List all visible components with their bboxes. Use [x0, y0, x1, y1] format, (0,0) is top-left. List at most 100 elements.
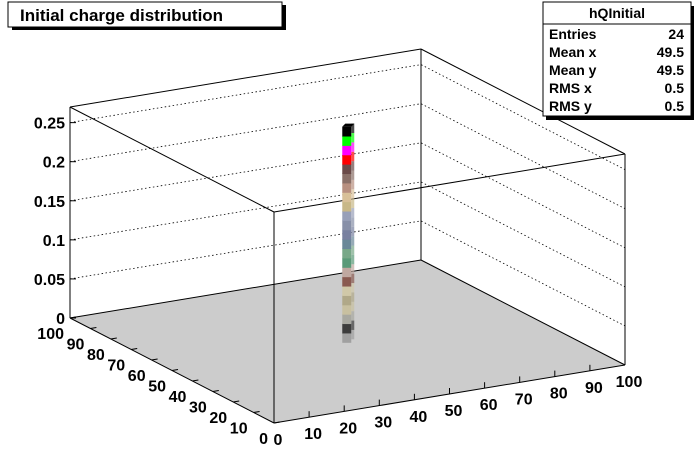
- x-tick-label: 10: [304, 426, 322, 443]
- stack-segment-side: [351, 170, 355, 180]
- chart-title: Initial charge distribution: [20, 6, 223, 25]
- y-tick: [233, 400, 240, 403]
- y-tick-label: 70: [107, 358, 125, 375]
- box-edge: [420, 259, 626, 366]
- y-tick: [171, 369, 179, 371]
- y-tick: [212, 390, 219, 392]
- stats-label: RMS y: [549, 98, 592, 114]
- box-edge: [420, 48, 626, 155]
- stats-label: Mean y: [549, 62, 597, 78]
- stats-label: Entries: [549, 26, 597, 42]
- stack-segment-side: [351, 217, 355, 227]
- stack-segment: [342, 192, 352, 203]
- stack-segment: [342, 267, 352, 278]
- z-gridline: [69, 64, 626, 170]
- x-tick-label: 70: [515, 391, 533, 408]
- stack-segment-side: [351, 123, 355, 134]
- z-tick-label: 0.15: [34, 194, 65, 211]
- y-tick-label: 30: [189, 400, 207, 417]
- stack-segment-side: [351, 189, 355, 199]
- z-gridline: [69, 142, 626, 249]
- x-tick-label: 40: [410, 409, 428, 426]
- stack-top: [342, 123, 355, 127]
- stack-segment: [342, 257, 352, 268]
- stats-value: 24: [668, 26, 684, 42]
- stack-segment: [342, 323, 352, 334]
- stack-segment-side: [351, 273, 355, 284]
- charge-stack: [342, 123, 355, 343]
- z-tick-label: 0: [56, 311, 65, 328]
- stack-segment: [342, 332, 352, 343]
- y-tick: [131, 348, 138, 350]
- z-gridline: [69, 220, 626, 327]
- y-tick: [69, 316, 77, 319]
- stack-segment-side: [351, 292, 355, 302]
- stack-segment-side: [351, 198, 355, 209]
- stack-segment: [342, 286, 352, 296]
- stack-segment: [342, 164, 352, 175]
- y-tick-label: 90: [67, 337, 85, 354]
- stack-segment: [342, 239, 352, 250]
- tick-labels: 00.050.10.150.20.250 10 20 30 40 50 60 70 80 90 10…: [34, 116, 643, 449]
- y-tick-label: 100: [37, 326, 64, 343]
- stack-segment: [342, 154, 352, 165]
- stats-title: hQInitial: [589, 5, 645, 21]
- title-box: Initial charge distribution: [7, 1, 286, 30]
- y-tick-label: 80: [87, 347, 105, 364]
- box-edge: [69, 259, 422, 319]
- stack-segment: [342, 173, 352, 184]
- y-tick: [151, 358, 158, 361]
- x-tick-label: 90: [585, 380, 603, 397]
- stack-segment-side: [351, 236, 355, 246]
- y-tick-label: 10: [230, 421, 248, 438]
- stats-label: Mean x: [549, 44, 597, 60]
- y-tick: [273, 421, 281, 424]
- stack-segment: [342, 126, 352, 137]
- stack-segment-side: [351, 283, 355, 293]
- stats-value: 49.5: [657, 44, 684, 60]
- stack-segment-side: [351, 320, 355, 330]
- stats-box: hQInitial Entries 24 Mean x 49.5 Mean y 49.5 R…: [542, 1, 694, 120]
- stats-rows: Entries 24 Mean x 49.5 Mean y 49.5 RMS x 0.5 RMS…: [549, 26, 684, 114]
- stack-segment: [342, 248, 352, 259]
- stack-segment: [342, 201, 352, 212]
- x-tick-label: 0: [274, 432, 283, 449]
- stack-segment: [342, 145, 352, 156]
- stack-segment-side: [351, 133, 355, 143]
- stack-segment: [342, 136, 352, 146]
- x-tick-label: 50: [445, 403, 463, 420]
- z-gridline: [69, 103, 626, 210]
- stats-value: 49.5: [657, 62, 684, 78]
- stack-segment: [342, 314, 352, 325]
- stack-segment: [342, 182, 352, 193]
- stack-segment-side: [351, 179, 355, 190]
- z-gridline: [69, 181, 626, 288]
- stack-segment-side: [351, 329, 355, 340]
- y-tick-label: 20: [209, 410, 227, 427]
- stack-segment: [342, 295, 352, 306]
- y-tick-label: 60: [128, 368, 146, 385]
- y-tick: [110, 337, 117, 340]
- stack-segment-side: [351, 254, 355, 265]
- box-edge: [69, 48, 422, 108]
- z-tick-label: 0.05: [34, 272, 65, 289]
- stats-label: RMS x: [549, 80, 592, 96]
- stack-segment: [342, 304, 352, 315]
- z-tick-label: 0.2: [43, 155, 65, 172]
- y-tick: [192, 379, 199, 382]
- stack-segment-side: [351, 311, 355, 321]
- x-tick-label: 60: [480, 397, 498, 414]
- y-tick-label: 40: [169, 389, 187, 406]
- y-tick: [253, 411, 260, 413]
- box-edge: [273, 153, 626, 213]
- stack-segment-side: [351, 151, 355, 162]
- x-tick-label: 20: [339, 420, 357, 437]
- stats-value: 0.5: [665, 80, 685, 96]
- x-tick-label: 80: [550, 386, 568, 403]
- z-tick-label: 0.1: [43, 233, 65, 250]
- x-tick-label: 100: [616, 374, 643, 391]
- stack-segment-side: [351, 208, 355, 218]
- stack-segment-side: [351, 226, 355, 237]
- y-tick: [90, 327, 97, 329]
